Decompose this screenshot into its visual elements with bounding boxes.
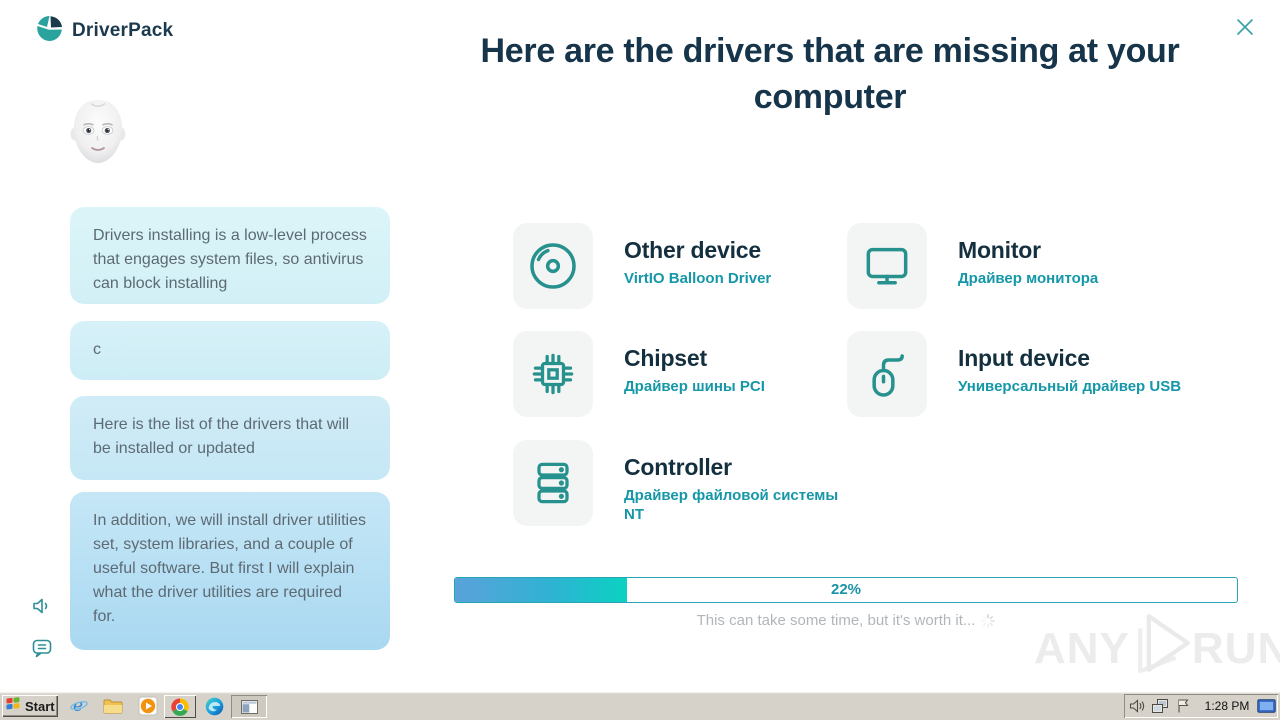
assistant-message: c — [70, 321, 390, 380]
start-button[interactable]: Start — [2, 695, 58, 717]
driver-subtitle: Драйвер монитора — [958, 270, 1099, 287]
start-label: Start — [25, 698, 55, 714]
flag-icon[interactable] — [1173, 697, 1193, 715]
driver-name: Monitor — [958, 237, 1041, 263]
brand-name: DriverPack — [72, 20, 174, 41]
chrome-icon[interactable] — [164, 695, 196, 718]
page-title: Here are the drivers that are missing at… — [480, 32, 1180, 116]
chipset-icon — [513, 331, 593, 417]
watermark-any-label: ANY — [1034, 623, 1130, 673]
driver-item-chipset[interactable]: Chipset Драйвер шины PCI — [513, 331, 849, 417]
anyrun-watermark: ANY RUN — [1034, 604, 1280, 693]
network-icon[interactable] — [1150, 697, 1170, 715]
watermark-run-label: RUN — [1191, 623, 1280, 673]
assistant-message: Here is the list of the drivers that wil… — [70, 396, 390, 480]
driverpack-logo-icon — [36, 15, 63, 47]
media-player-icon[interactable] — [137, 696, 159, 716]
driver-subtitle: Универсальный драйвер USB — [958, 378, 1182, 395]
windows-taskbar: Start e — [0, 692, 1280, 720]
folder-icon[interactable] — [102, 696, 124, 716]
driver-subtitle: Драйвер файловой системы NT — [624, 487, 839, 523]
progress-bar: 22% — [454, 577, 1238, 603]
progress-fill — [455, 578, 628, 602]
windows-logo-icon — [6, 696, 21, 716]
internet-explorer-icon[interactable]: e — [68, 696, 90, 716]
monitor-icon — [847, 223, 927, 309]
driver-item-other-device[interactable]: Other device VirtIO Balloon Driver — [513, 223, 849, 309]
active-task-button[interactable] — [231, 695, 267, 718]
driver-item-monitor[interactable]: Monitor Драйвер монитора — [847, 223, 1183, 309]
chat-icon[interactable] — [30, 636, 54, 660]
driver-item-controller[interactable]: Controller Драйвер файловой системы NT — [513, 440, 849, 526]
driver-item-input-device[interactable]: Input device Универсальный драйвер USB — [847, 331, 1183, 417]
assistant-message: Drivers installing is a low-level proces… — [70, 207, 390, 304]
edge-icon[interactable] — [203, 696, 225, 716]
driverpack-window: DriverPack Here are the drivers that are… — [30, 12, 1280, 693]
driver-name: Chipset — [624, 345, 707, 371]
brand: DriverPack — [36, 15, 173, 47]
close-icon[interactable] — [1230, 12, 1260, 42]
driver-subtitle: Драйвер шины PCI — [624, 378, 765, 395]
window-icon — [240, 699, 258, 714]
driver-subtitle: VirtIO Balloon Driver — [624, 270, 772, 287]
disc-icon — [513, 223, 593, 309]
assistant-message: In addition, we will install driver util… — [70, 492, 390, 650]
taskbar-clock[interactable]: 1:28 PM — [1204, 699, 1250, 713]
driver-name: Input device — [958, 345, 1090, 371]
server-stack-icon — [513, 440, 593, 526]
mouse-icon — [847, 331, 927, 417]
anyrun-play-icon — [1122, 604, 1200, 693]
progress-percent: 22% — [830, 581, 862, 598]
volume-icon[interactable] — [1127, 697, 1147, 715]
driver-name: Other device — [624, 237, 761, 263]
assistant-avatar — [70, 98, 126, 166]
display-tray-icon[interactable] — [1256, 697, 1276, 715]
loading-spinner-icon — [981, 614, 996, 632]
progress-note: This can take some time, but it's worth … — [454, 612, 1238, 632]
svg-text:e: e — [73, 696, 83, 716]
system-tray: 1:28 PM — [1124, 694, 1278, 718]
speaker-icon[interactable] — [30, 594, 54, 618]
driver-name: Controller — [624, 454, 732, 480]
